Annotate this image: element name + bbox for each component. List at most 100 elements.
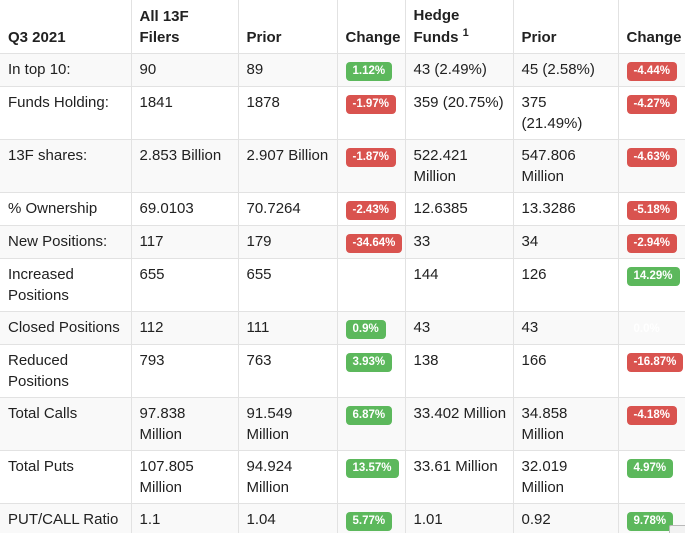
row-label: Funds Holding: <box>0 86 132 140</box>
change-cell: -1.87% <box>337 139 406 193</box>
table-row: Reduced Positions 793 763 3.93% 138 166 -16.87… <box>0 344 685 398</box>
change-cell-empty <box>337 258 406 312</box>
table-row: PUT/CALL Ratio 1.1 1.04 5.77% 1.01 0.92 9.78% <box>0 503 685 533</box>
value-cell: 793 <box>131 344 239 398</box>
table-row: In top 10: 90 89 1.12% 43 (2.49%) 45 (2.58%) -… <box>0 53 685 87</box>
change-cell: -2.43% <box>337 192 406 226</box>
change-cell: 0.0% <box>618 311 685 345</box>
change-badge: -16.87% <box>626 353 684 372</box>
value-cell: 1.04 <box>238 503 338 533</box>
change-badge: -4.18% <box>626 406 677 425</box>
value-cell: 91.549 Million <box>238 397 338 451</box>
change-cell: -4.63% <box>618 139 685 193</box>
change-badge: 9.78% <box>626 512 674 531</box>
value-cell: 522.421 Million <box>405 139 514 193</box>
change-badge: 5.77% <box>345 512 393 531</box>
change-badge: -2.43% <box>345 201 396 220</box>
change-badge: -34.64% <box>345 234 403 253</box>
change-cell: -34.64% <box>337 225 406 259</box>
table-body: In top 10: 90 89 1.12% 43 (2.49%) 45 (2.58%) -… <box>0 53 685 533</box>
value-cell: 111 <box>238 311 338 345</box>
header-period: Q3 2021 <box>0 0 132 54</box>
header-all-13f-filers: All 13F Filers <box>131 0 239 54</box>
scroll-corner[interactable] <box>669 525 685 533</box>
value-cell: 117 <box>131 225 239 259</box>
change-badge: -4.63% <box>626 148 677 167</box>
table-row: Funds Holding: 1841 1878 -1.97% 359 (20.75%)… <box>0 86 685 140</box>
change-cell: 6.87% <box>337 397 406 451</box>
change-cell: 14.29% <box>618 258 685 312</box>
change-badge: -5.18% <box>626 201 677 220</box>
row-label: 13F shares: <box>0 139 132 193</box>
value-cell: 1841 <box>131 86 239 140</box>
table-row: New Positions: 117 179 -34.64% 33 34 -2.94% <box>0 225 685 259</box>
value-cell: 655 <box>131 258 239 312</box>
value-cell: 547.806 Million <box>513 139 619 193</box>
header-row: Q3 2021 All 13F Filers Prior Change Hedg… <box>0 0 685 54</box>
change-badge: 4.97% <box>626 459 674 478</box>
row-label: % Ownership <box>0 192 132 226</box>
table-row: 13F shares: 2.853 Billion 2.907 Billion -1.… <box>0 139 685 193</box>
header-change-hedge: Change <box>618 0 685 54</box>
change-cell: -4.27% <box>618 86 685 140</box>
change-cell: 3.93% <box>337 344 406 398</box>
value-cell: 45 (2.58%) <box>513 53 619 87</box>
value-cell: 69.0103 <box>131 192 239 226</box>
value-cell: 12.6385 <box>405 192 514 226</box>
value-cell: 33.61 Million <box>405 450 514 504</box>
value-cell: 166 <box>513 344 619 398</box>
change-badge: 6.87% <box>345 406 393 425</box>
value-cell: 144 <box>405 258 514 312</box>
change-badge: -1.97% <box>345 95 396 114</box>
value-cell: 655 <box>238 258 338 312</box>
value-cell: 138 <box>405 344 514 398</box>
header-prior-hedge: Prior <box>513 0 619 54</box>
change-badge: 1.12% <box>345 62 393 81</box>
value-cell: 1.01 <box>405 503 514 533</box>
value-cell: 375 (21.49%) <box>513 86 619 140</box>
value-cell: 107.805 Million <box>131 450 239 504</box>
change-cell: -1.97% <box>337 86 406 140</box>
change-cell: 13.57% <box>337 450 406 504</box>
value-cell: 1.1 <box>131 503 239 533</box>
change-badge: 13.57% <box>345 459 399 478</box>
value-cell: 43 (2.49%) <box>405 53 514 87</box>
change-cell: 9.78% <box>618 503 685 533</box>
row-label: Total Puts <box>0 450 132 504</box>
change-cell: -4.18% <box>618 397 685 451</box>
change-cell: 0.9% <box>337 311 406 345</box>
value-cell: 33 <box>405 225 514 259</box>
value-cell: 34 <box>513 225 619 259</box>
change-cell: -4.44% <box>618 53 685 87</box>
change-cell: -16.87% <box>618 344 685 398</box>
change-badge: -1.87% <box>345 148 396 167</box>
change-cell: 1.12% <box>337 53 406 87</box>
value-cell: 32.019 Million <box>513 450 619 504</box>
value-cell: 179 <box>238 225 338 259</box>
value-cell: 2.853 Billion <box>131 139 239 193</box>
row-label: Closed Positions <box>0 311 132 345</box>
value-cell: 90 <box>131 53 239 87</box>
row-label: In top 10: <box>0 53 132 87</box>
value-cell: 13.3286 <box>513 192 619 226</box>
value-cell: 359 (20.75%) <box>405 86 514 140</box>
table-row: Total Puts 107.805 Million 94.924 Million 1… <box>0 450 685 504</box>
footnote-marker: 1 <box>462 27 469 39</box>
value-cell: 89 <box>238 53 338 87</box>
change-badge: -4.27% <box>626 95 677 114</box>
change-cell: 5.77% <box>337 503 406 533</box>
header-change: Change <box>337 0 406 54</box>
change-badge: 0.9% <box>345 320 386 339</box>
table-row: Increased Positions 655 655 144 126 14.29% <box>0 258 685 312</box>
change-badge: 14.29% <box>626 267 680 286</box>
value-cell: 1878 <box>238 86 338 140</box>
change-badge: -2.94% <box>626 234 677 253</box>
table-row: % Ownership 69.0103 70.7264 -2.43% 12.6385 13… <box>0 192 685 226</box>
change-cell: 4.97% <box>618 450 685 504</box>
value-cell: 112 <box>131 311 239 345</box>
row-label: Total Calls <box>0 397 132 451</box>
value-cell: 97.838 Million <box>131 397 239 451</box>
value-cell: 43 <box>513 311 619 345</box>
header-hedge-funds: Hedge Funds 1 <box>405 0 514 54</box>
